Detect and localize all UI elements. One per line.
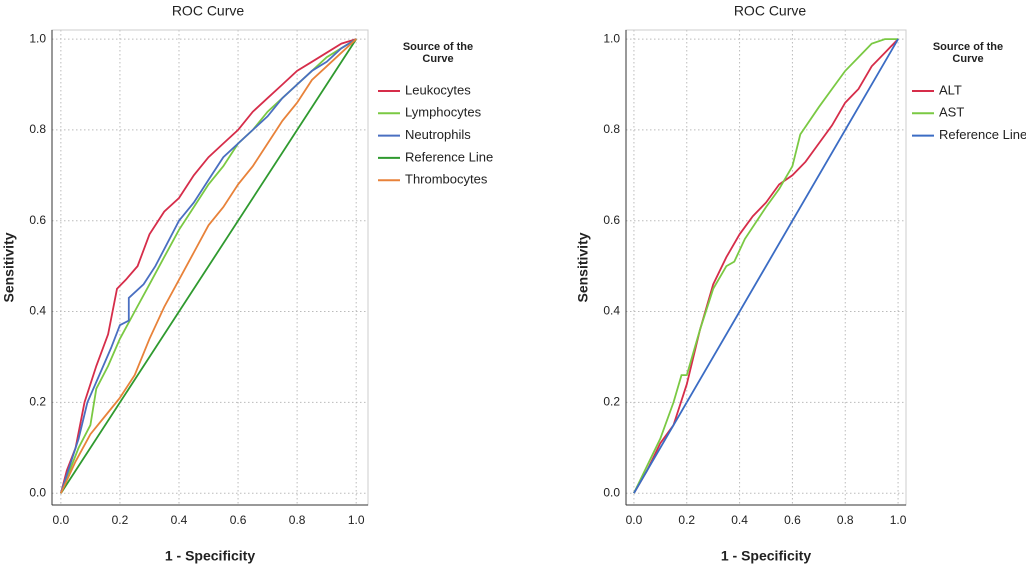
legend-title: Source of the — [403, 41, 473, 53]
y-tick-label: 0.2 — [29, 395, 46, 409]
x-tick-label: 0.8 — [837, 513, 854, 527]
roc-line — [60, 38, 357, 494]
x-tick-label: 0.0 — [53, 513, 70, 527]
y-tick-label: 0.4 — [603, 304, 620, 318]
roc-line — [633, 38, 899, 494]
legend-title: Curve — [952, 53, 983, 65]
x-tick-label: 0.4 — [171, 513, 188, 527]
chart-title: ROC Curve — [734, 3, 807, 19]
x-axis-label: 1 - Specificity — [721, 548, 811, 564]
x-tick-label: 0.2 — [112, 513, 129, 527]
y-tick-label: 0.8 — [29, 122, 46, 136]
x-tick-label: 0.4 — [731, 513, 748, 527]
legend-label: Thrombocytes — [405, 172, 488, 187]
y-tick-label: 0.0 — [603, 485, 620, 499]
x-tick-label: 0.0 — [626, 513, 643, 527]
x-tick-label: 0.6 — [784, 513, 801, 527]
y-tick-label: 0.4 — [29, 304, 46, 318]
y-tick-label: 0.6 — [29, 213, 46, 227]
legend-label: Leukocytes — [405, 82, 471, 97]
legend-label: Reference Line — [939, 127, 1026, 142]
roc-line — [60, 38, 357, 494]
legend-title: Curve — [422, 53, 453, 65]
y-axis-label: Sensitivity — [1, 232, 17, 302]
chart-title: ROC Curve — [172, 3, 245, 19]
y-tick-label: 0.0 — [29, 485, 46, 499]
roc-line — [60, 38, 357, 494]
legend-label: Reference Line — [405, 149, 493, 164]
legend-title: Source of the — [933, 41, 1003, 53]
y-tick-label: 1.0 — [29, 31, 46, 45]
x-tick-label: 0.8 — [289, 513, 306, 527]
y-tick-label: 0.2 — [603, 395, 620, 409]
x-tick-label: 0.6 — [230, 513, 247, 527]
legend-label: ALT — [939, 82, 962, 97]
y-tick-label: 1.0 — [603, 31, 620, 45]
x-axis-label: 1 - Specificity — [165, 548, 255, 564]
roc-line — [633, 38, 899, 494]
chart: ROC Curve 1 - Specificity Sensitivity 0.0 0.… — [1, 3, 493, 564]
x-tick-label: 0.2 — [678, 513, 695, 527]
x-tick-label: 1.0 — [348, 513, 365, 527]
roc-line — [60, 38, 357, 494]
chart: ROC Curve 1 - Specificity Sensitivity 0.0 0.… — [575, 3, 1026, 564]
y-tick-label: 0.8 — [603, 122, 620, 136]
roc-line — [633, 38, 899, 494]
legend-label: Neutrophils — [405, 127, 471, 142]
x-tick-label: 1.0 — [890, 513, 907, 527]
y-axis-label: Sensitivity — [575, 232, 591, 302]
legend-label: AST — [939, 105, 964, 120]
legend-label: Lymphocytes — [405, 105, 482, 120]
y-tick-label: 0.6 — [603, 213, 620, 227]
